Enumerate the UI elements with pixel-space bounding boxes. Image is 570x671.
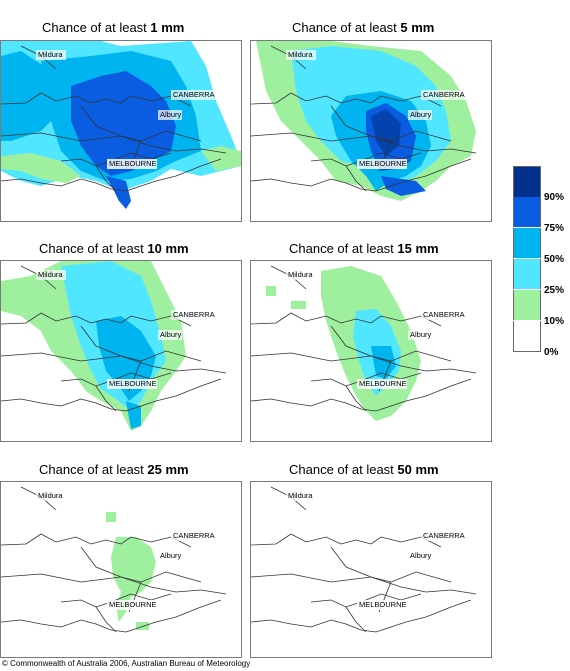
map-5mm: Mildura CANBERRA Albury MELBOURNE xyxy=(250,40,492,222)
city-label-albury: Albury xyxy=(410,330,432,339)
panel-title: Chance of at least 15 mm xyxy=(289,241,439,256)
city-label-mildura: Mildura xyxy=(288,491,313,500)
panel-title: Chance of at least 25 mm xyxy=(39,462,189,477)
city-label-mildura: Mildura xyxy=(288,270,313,279)
legend-label-50: 50% xyxy=(544,254,565,265)
probability-shading xyxy=(106,512,156,630)
legend-swatch-75 xyxy=(513,197,541,227)
city-markers: Mildura CANBERRA Albury MELBOURNE xyxy=(36,270,216,389)
map-1mm: Mildura CANBERRA Albury MELBOURNE xyxy=(0,40,242,222)
city-label-melbourne: MELBOURNE xyxy=(359,600,407,609)
legend-label-90: 90% xyxy=(544,192,565,203)
city-label-melbourne: MELBOURNE xyxy=(359,379,407,388)
state-borders xyxy=(251,486,477,633)
legend-label-75: 75% xyxy=(544,223,565,234)
legend-swatch-90 xyxy=(513,166,541,197)
map-15mm: Mildura CANBERRA Albury MELBOURNE xyxy=(250,260,492,442)
map-svg-10mm: Mildura CANBERRA Albury MELBOURNE xyxy=(1,261,227,431)
city-markers: Mildura CANBERRA Albury MELBOURNE xyxy=(36,491,216,610)
probability-shading xyxy=(266,266,421,421)
legend-label-10: 10% xyxy=(544,316,565,327)
city-label-albury: Albury xyxy=(160,551,182,560)
map-svg-1mm: Mildura CANBERRA Albury MELBOURNE xyxy=(1,41,241,209)
city-label-canberra: CANBERRA xyxy=(173,90,215,99)
city-markers: Mildura CANBERRA Albury MELBOURNE xyxy=(286,50,466,169)
map-svg-50mm: Mildura CANBERRA Albury MELBOURNE xyxy=(251,486,477,633)
city-label-melbourne: MELBOURNE xyxy=(359,159,407,168)
map-svg-25mm: Mildura CANBERRA Albury MELBOURNE xyxy=(1,486,227,633)
panel-title: Chance of at least 10 mm xyxy=(39,241,189,256)
city-label-canberra: CANBERRA xyxy=(423,310,465,319)
panel-title: Chance of at least 1 mm xyxy=(42,20,185,35)
city-label-melbourne: MELBOURNE xyxy=(109,600,157,609)
probability-shading xyxy=(1,41,241,209)
copyright-notice: © Commonwealth of Australia 2006, Austra… xyxy=(2,659,251,668)
city-label-canberra: CANBERRA xyxy=(173,310,215,319)
legend-label-0: 0% xyxy=(544,347,559,358)
map-50mm: Mildura CANBERRA Albury MELBOURNE xyxy=(250,481,492,658)
city-markers: Mildura CANBERRA Albury MELBOURNE xyxy=(286,491,466,610)
city-label-albury: Albury xyxy=(160,330,182,339)
legend-label-25: 25% xyxy=(544,285,565,296)
panel-title: Chance of at least 50 mm xyxy=(289,462,439,477)
city-label-mildura: Mildura xyxy=(38,50,63,59)
map-svg-15mm: Mildura CANBERRA Albury MELBOURNE xyxy=(251,265,477,421)
map-10mm: Mildura CANBERRA Albury MELBOURNE xyxy=(0,260,242,442)
city-markers: Mildura CANBERRA Albury MELBOURNE xyxy=(286,270,466,389)
city-label-mildura: Mildura xyxy=(38,270,63,279)
probability-shading xyxy=(1,261,186,431)
map-svg-5mm: Mildura CANBERRA Albury MELBOURNE xyxy=(251,41,477,201)
panel-title: Chance of at least 5 mm xyxy=(292,20,435,35)
city-label-albury: Albury xyxy=(410,110,432,119)
legend-swatch-25 xyxy=(513,259,541,289)
city-label-mildura: Mildura xyxy=(38,491,63,500)
city-label-canberra: CANBERRA xyxy=(423,90,465,99)
legend-swatch-0 xyxy=(513,321,541,352)
city-label-albury: Albury xyxy=(160,110,182,119)
city-markers: Mildura CANBERRA Albury MELBOURNE xyxy=(36,50,216,169)
city-label-melbourne: MELBOURNE xyxy=(109,159,157,168)
probability-shading xyxy=(256,41,476,201)
city-label-melbourne: MELBOURNE xyxy=(109,379,157,388)
legend-swatch-10 xyxy=(513,290,541,320)
city-label-mildura: Mildura xyxy=(288,50,313,59)
city-label-canberra: CANBERRA xyxy=(173,531,215,540)
city-label-albury: Albury xyxy=(410,551,432,560)
city-label-canberra: CANBERRA xyxy=(423,531,465,540)
map-25mm: Mildura CANBERRA Albury MELBOURNE xyxy=(0,481,242,658)
legend-swatch-50 xyxy=(513,228,541,258)
